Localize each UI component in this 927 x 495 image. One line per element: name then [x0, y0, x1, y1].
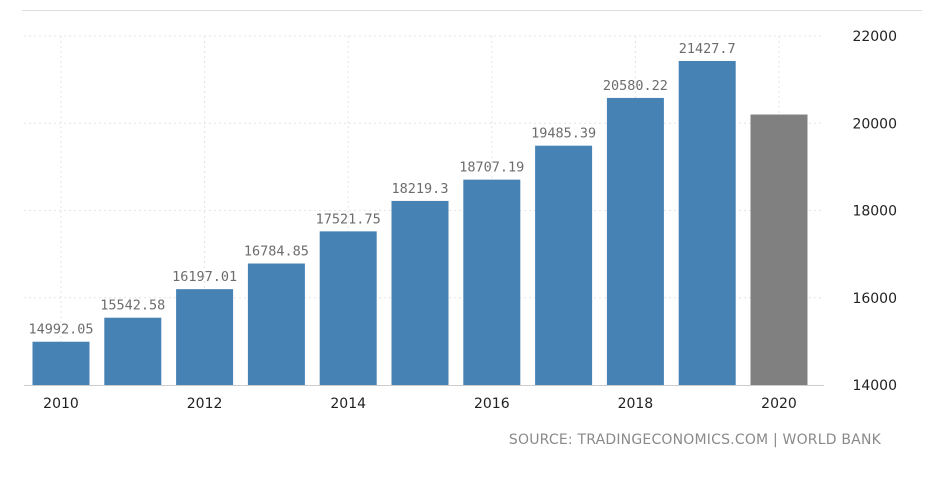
data-label-2019: 21427.7 — [679, 41, 736, 57]
source-credit: SOURCE: TRADINGECONOMICS.COM | WORLD BAN… — [508, 432, 881, 448]
x-tick-label: 2010 — [43, 396, 79, 412]
data-label-2016: 18707.19 — [459, 160, 524, 176]
x-tick-label: 2012 — [187, 396, 223, 412]
bar-2012 — [176, 289, 234, 385]
data-label-2013: 16784.85 — [244, 244, 309, 260]
data-label-2017: 19485.39 — [531, 126, 596, 142]
data-label-2018: 20580.22 — [603, 78, 668, 94]
data-label-2014: 17521.75 — [316, 211, 381, 227]
bar-2010 — [32, 341, 90, 385]
bar-2015 — [391, 200, 449, 385]
data-label-2011: 15542.58 — [100, 298, 165, 314]
y-tick-label: 20000 — [852, 116, 897, 132]
x-tick-label: 2014 — [330, 396, 366, 412]
bar-2019 — [678, 60, 736, 386]
x-tick-label: 2016 — [474, 396, 510, 412]
top-divider — [22, 10, 922, 11]
bar-2011 — [104, 317, 162, 385]
data-label-2015: 18219.3 — [392, 181, 449, 197]
bar-2014 — [319, 231, 377, 385]
bar-2018 — [606, 97, 664, 386]
data-label-2012: 16197.01 — [172, 269, 237, 285]
y-tick-label: 18000 — [852, 204, 897, 220]
bar-2020 — [750, 114, 808, 386]
bar-2017 — [535, 145, 593, 385]
x-tick-label: 2018 — [618, 396, 654, 412]
y-tick-label: 16000 — [852, 291, 897, 307]
y-tick-label: 14000 — [852, 378, 897, 394]
x-tick-label: 2020 — [761, 396, 797, 412]
bar-2016 — [463, 179, 521, 385]
data-label-2010: 14992.05 — [28, 322, 93, 338]
bar-2013 — [247, 263, 305, 385]
y-tick-label: 22000 — [852, 29, 897, 45]
